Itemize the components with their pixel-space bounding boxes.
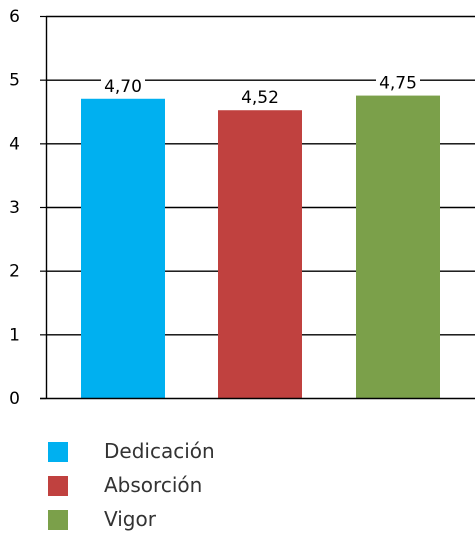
- legend-label-dedicacion: Dedicación: [104, 439, 215, 463]
- legend-label-vigor: Vigor: [104, 507, 156, 531]
- bar-chart: 0 1 2 3 4 5 6 4,70 4,52 4,75: [9, 7, 475, 409]
- legend-swatch-absorcion: [48, 476, 68, 496]
- y-tick-label-6: 6: [9, 7, 20, 27]
- legend-label-absorcion: Absorción: [104, 473, 203, 497]
- data-label-vigor: 4,75: [379, 74, 417, 94]
- data-label-dedicacion: 4,70: [104, 77, 142, 97]
- data-label-bg-vigor: [376, 72, 420, 93]
- data-label-absorcion: 4,52: [241, 88, 279, 108]
- y-tick-label-1: 1: [9, 325, 20, 345]
- y-tick-label-4: 4: [9, 134, 20, 154]
- legend-swatch-dedicacion: [48, 442, 68, 462]
- bar-dedicacion: [81, 98, 165, 399]
- data-label-bg-dedicacion: [101, 75, 145, 96]
- y-tick-label-5: 5: [9, 71, 20, 91]
- bar-vigor: [356, 95, 440, 398]
- y-tick-label-0: 0: [9, 389, 20, 409]
- y-tick-label-2: 2: [9, 262, 20, 282]
- y-tick-label-3: 3: [9, 198, 20, 218]
- bar-absorcion: [218, 110, 302, 398]
- legend-swatch-vigor: [48, 510, 68, 530]
- data-label-bg-absorcion: [238, 87, 282, 108]
